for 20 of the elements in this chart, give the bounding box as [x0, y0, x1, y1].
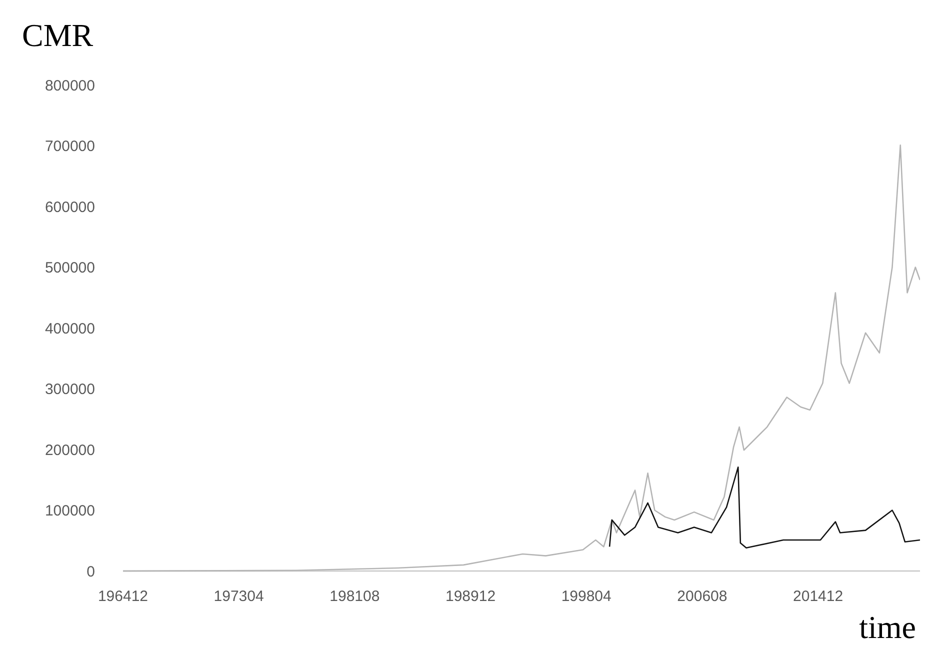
y-tick-label: 100000	[44, 502, 95, 520]
x-tick-label: 197304	[214, 588, 264, 605]
y-tick-label: 800000	[44, 77, 95, 94]
x-tick-label: 196412	[98, 588, 148, 605]
y-tick-label: 600000	[44, 198, 95, 216]
x-axis-title: time	[859, 609, 916, 645]
x-tick-label: 199804	[561, 588, 612, 605]
y-tick-label: 200000	[44, 442, 95, 459]
x-tick-label: 198108	[330, 588, 380, 605]
y-axis-title: CMR	[22, 17, 94, 53]
y-tick-label: 400000	[44, 320, 95, 338]
line-series	[123, 144, 920, 572]
x-tick-label: 201412	[793, 588, 844, 605]
y-tick-label: 0	[86, 563, 95, 580]
x-tick-label: 200608	[677, 588, 728, 605]
x-tick-label: 198912	[446, 588, 496, 605]
y-tick-label: 500000	[44, 260, 95, 276]
y-tick-label: 300000	[44, 381, 95, 398]
line-series	[608, 466, 920, 549]
y-tick-label: 700000	[44, 138, 95, 155]
